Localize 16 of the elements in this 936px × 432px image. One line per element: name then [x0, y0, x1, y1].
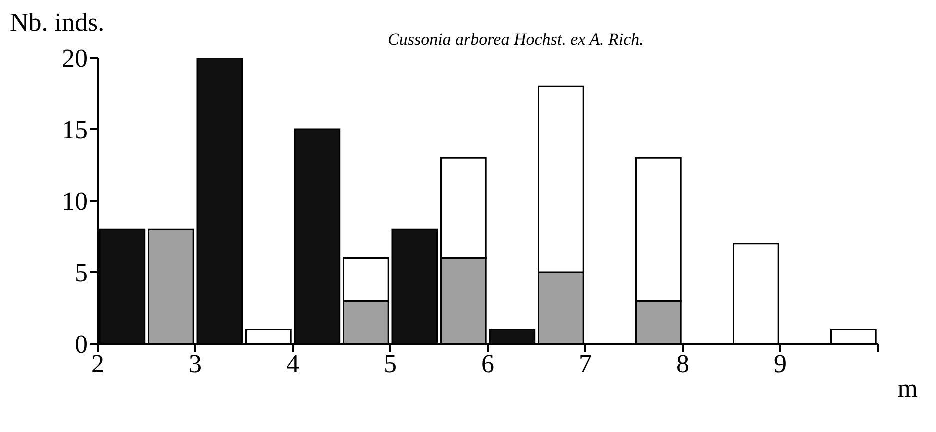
x-tick-label: 4 — [286, 349, 300, 378]
x-tick-label: 5 — [384, 349, 397, 378]
y-tick-label: 5 — [75, 258, 88, 288]
x-tick-label: 7 — [579, 349, 592, 378]
x-tick-label: 3 — [189, 349, 202, 378]
y-tick-label: 10 — [62, 187, 88, 216]
x-tick-label: 9 — [774, 349, 787, 378]
chart-title: Cussonia arborea Hochst. ex A. Rich. — [388, 30, 644, 50]
x-tick-label: 2 — [92, 349, 104, 378]
x-tick-label: 8 — [676, 349, 690, 378]
x-axis-title: m — [898, 374, 918, 404]
y-tick-label: 15 — [62, 116, 88, 145]
y-tick-label: 20 — [62, 44, 88, 74]
x-tick-label: 6 — [482, 349, 494, 378]
y-axis-title: Nb. inds. — [10, 8, 105, 38]
y-tick-label: 0 — [75, 330, 88, 360]
